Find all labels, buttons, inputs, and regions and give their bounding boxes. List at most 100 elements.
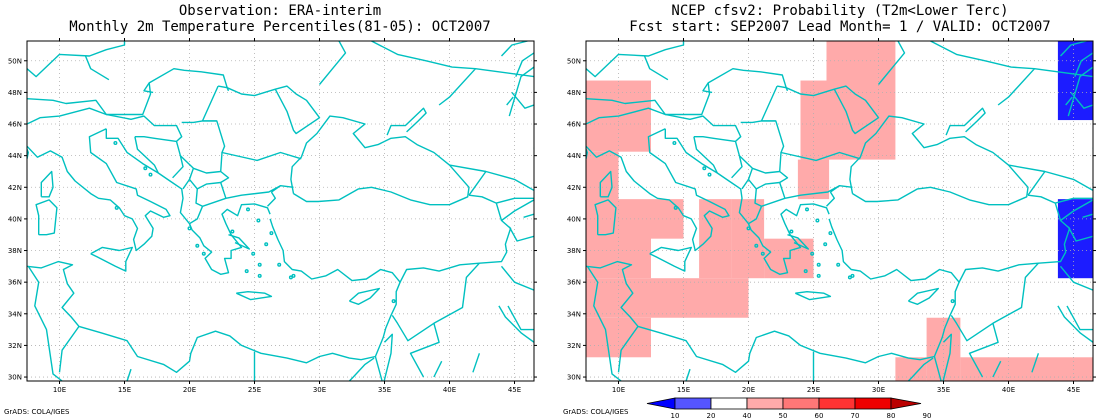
colorbar-label: 90 xyxy=(923,412,932,420)
colorbar-segment xyxy=(710,397,748,410)
coastline xyxy=(182,179,191,190)
island xyxy=(245,207,250,212)
island xyxy=(789,229,794,234)
x-tick-label: 35E xyxy=(378,386,391,394)
coastline xyxy=(1034,68,1093,78)
island xyxy=(815,218,820,223)
island xyxy=(244,269,249,274)
coastline xyxy=(1067,66,1093,117)
coastline xyxy=(508,66,534,117)
coastline xyxy=(27,107,107,159)
coastline xyxy=(266,191,276,207)
coastline xyxy=(599,170,613,198)
right-title-line1: NCEP cfsv2: Probability (T2m<Lower Terc) xyxy=(671,3,1009,19)
island xyxy=(810,251,815,256)
coastline xyxy=(945,107,986,136)
coastline xyxy=(1066,305,1093,331)
x-tick-label: 25E xyxy=(807,386,820,394)
island xyxy=(673,205,678,210)
coastline xyxy=(741,179,750,190)
coastline xyxy=(507,305,534,331)
right-map-panel: 10E 15E 20E 25E 30E 35E 40E 45E 30N 32N 34N 36N 38N 4… xyxy=(567,38,1096,394)
coastline xyxy=(27,41,126,78)
colorbar-label: 60 xyxy=(815,412,824,420)
colorbar-segment xyxy=(818,397,856,410)
coastline xyxy=(126,368,132,381)
x-tick-label: 40E xyxy=(443,386,456,394)
right-credit: GrADS: COLA/IGES xyxy=(563,408,629,416)
left-map-panel: 10E 15E 20E 25E 30E 35E 40E 45E 30N 32N 34N 36N 38N 4… xyxy=(8,38,537,394)
coastline xyxy=(27,67,228,116)
coastline xyxy=(877,41,906,85)
coastline xyxy=(1067,226,1093,242)
island xyxy=(707,172,712,177)
y-tick-label: 36N xyxy=(8,279,22,287)
coastline xyxy=(907,357,934,381)
x-tick-label: 30E xyxy=(872,386,885,394)
coastline xyxy=(1092,147,1093,185)
colorbar-right-arrow xyxy=(890,397,922,410)
x-tick-label: 45E xyxy=(508,386,521,394)
island xyxy=(230,229,235,234)
coastline xyxy=(594,199,617,236)
coastline xyxy=(371,41,477,106)
coastline xyxy=(930,41,1036,106)
y-tick-label: 48N xyxy=(567,89,581,97)
coastline xyxy=(475,68,534,78)
coastline xyxy=(664,128,830,275)
coastline xyxy=(189,206,204,225)
island xyxy=(391,299,396,304)
coastline xyxy=(968,323,999,378)
coastline xyxy=(1055,197,1093,204)
island xyxy=(816,262,821,267)
y-tick-label: 46N xyxy=(567,121,581,129)
coastline xyxy=(134,136,159,174)
island xyxy=(201,251,206,256)
map-frame xyxy=(585,40,1094,382)
coastline xyxy=(1027,170,1093,196)
coastline xyxy=(586,67,787,116)
coastline xyxy=(649,246,692,272)
coastline xyxy=(27,128,171,252)
colorbar-segment xyxy=(746,397,784,410)
island xyxy=(836,262,841,267)
coastline xyxy=(290,115,470,206)
coastline xyxy=(1065,96,1073,106)
y-tick-label: 36N xyxy=(567,279,581,287)
y-tick-label: 44N xyxy=(567,152,581,160)
left-title-line1: Observation: ERA-interim xyxy=(178,3,382,19)
island xyxy=(847,275,852,280)
colorbar: 10 20 40 50 60 70 80 90 xyxy=(646,397,932,420)
island xyxy=(257,262,262,267)
coastline xyxy=(933,356,942,381)
island xyxy=(760,251,765,256)
axis-ticks: 10E 15E 20E 25E 30E 35E 40E 45E 30N 32N 34N 36N 38N 4… xyxy=(567,38,1096,394)
island xyxy=(672,140,677,145)
coastline xyxy=(271,185,281,193)
x-tick-label: 15E xyxy=(677,386,690,394)
coastline xyxy=(226,85,321,135)
coastline xyxy=(533,147,534,185)
coastline xyxy=(105,128,271,275)
coastline xyxy=(409,323,440,378)
prob-cell-pink xyxy=(586,151,619,279)
coastline xyxy=(795,291,832,301)
x-tick-label: 15E xyxy=(118,386,131,394)
coastline xyxy=(58,325,80,373)
y-tick-label: 38N xyxy=(567,247,581,255)
coastline xyxy=(825,191,835,207)
y-tick-label: 32N xyxy=(8,342,22,350)
y-tick-label: 38N xyxy=(8,247,22,255)
coastline xyxy=(992,360,1002,378)
coastline xyxy=(515,52,534,77)
colorbar-label: 50 xyxy=(779,412,788,420)
coastline xyxy=(181,120,217,124)
coastline xyxy=(586,41,685,78)
coastline xyxy=(1059,265,1093,291)
island xyxy=(816,273,821,278)
coastline xyxy=(106,113,184,179)
coastline xyxy=(195,188,227,208)
island xyxy=(264,242,269,247)
coastline xyxy=(785,85,880,135)
